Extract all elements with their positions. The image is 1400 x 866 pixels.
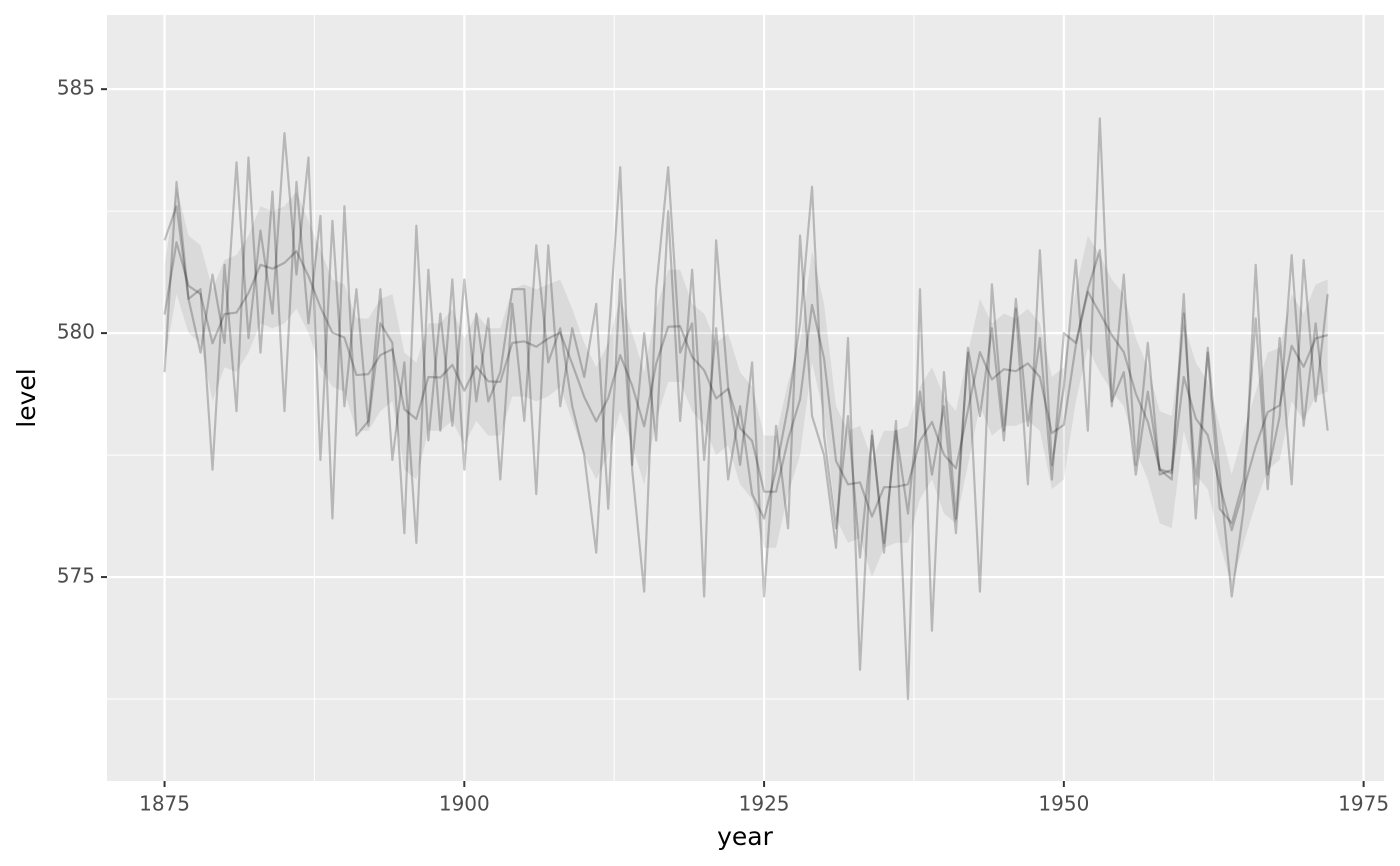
ribbon <box>164 186 1328 587</box>
x-tick-label: 1950 <box>1038 792 1089 816</box>
x-tick-label: 1925 <box>739 792 790 816</box>
x-axis-title: year <box>717 822 773 851</box>
y-tick-label: 585 <box>57 76 95 100</box>
series-line <box>163 117 1329 701</box>
x-tick-label: 1975 <box>1338 792 1389 816</box>
series-line <box>163 156 1329 559</box>
y-tick-label: 575 <box>57 564 95 588</box>
series-line <box>163 241 1328 532</box>
x-tick-label: 1875 <box>139 792 190 816</box>
y-tick-label: 580 <box>57 320 95 344</box>
x-tick-label: 1900 <box>439 792 490 816</box>
y-axis-title: level <box>12 368 41 427</box>
panel <box>107 15 1384 781</box>
